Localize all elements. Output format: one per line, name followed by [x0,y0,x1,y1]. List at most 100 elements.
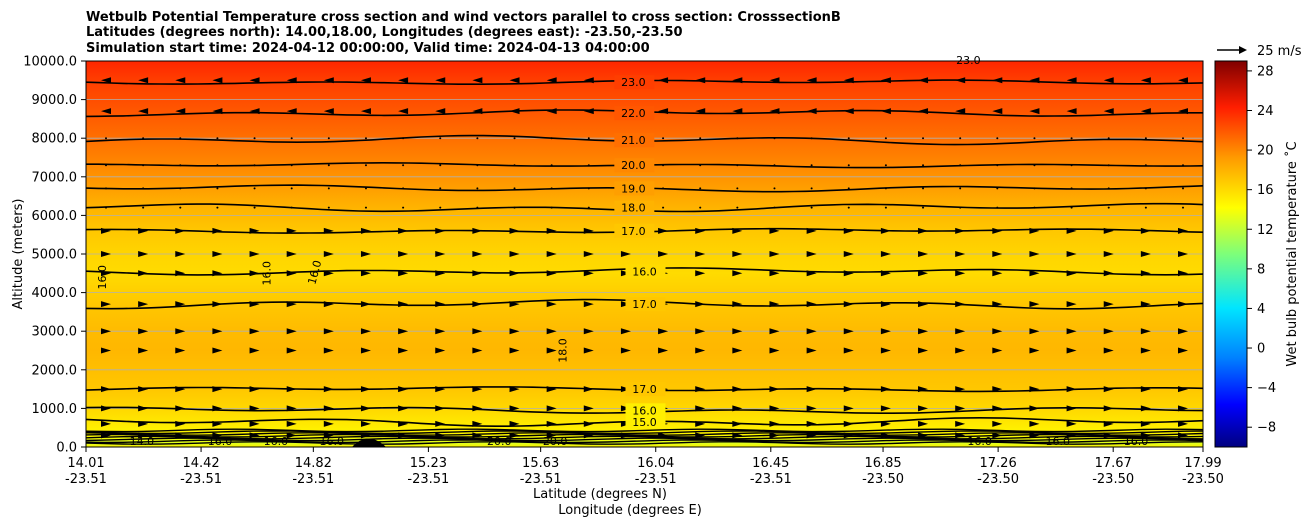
wind-vector [992,420,1003,427]
contour-label: 15.0 [632,416,657,429]
wind-vector [550,137,553,140]
y-axis-label: Altitude (meters) [11,199,26,310]
wind-vector [509,227,520,234]
wind-vector [847,164,850,167]
wind-vector [843,420,854,427]
wind-vector [472,227,483,234]
wind-vector [323,432,334,439]
wind-vector [472,432,483,439]
wind-vector [587,137,590,140]
wind-vector [1103,301,1114,308]
wind-vector [880,270,891,277]
wind-vector [806,108,817,115]
wind-vector [732,405,743,412]
wind-vector [1107,137,1110,140]
wind-vector [175,77,186,84]
wind-vector [1178,386,1188,393]
wind-vector [1140,328,1151,335]
wind-vector [880,108,891,115]
wind-vector [323,420,334,427]
x-tick-label-lon: -23.51 [635,472,677,487]
wind-vector [996,137,999,140]
wind-vector [1107,187,1110,190]
wind-vector [806,386,817,393]
wind-vector [1178,328,1188,335]
wind-vector [955,328,966,335]
wind-vector [212,386,223,393]
wind-vector [1140,227,1151,234]
wind-vector [769,251,780,257]
wind-vector [992,328,1003,335]
wind-vector [1070,206,1073,209]
wind-vector [1033,164,1036,167]
wind-vector [1066,251,1077,257]
wind-vector [398,420,409,427]
wind-vector [662,137,665,140]
wind-vectors [101,77,1188,439]
wind-vector [620,347,631,354]
wind-vector [398,432,409,439]
wind-vector [546,251,557,257]
wind-vector [290,164,293,167]
wind-vector [1029,301,1040,308]
colorbar-label: Wet bulb potential temperature ˚C [1284,141,1300,366]
colorbar-tick-label: 24 [1257,104,1274,119]
wind-vector [360,405,371,412]
wind-vector [101,347,111,354]
wind-vector [253,137,256,140]
wind-vector [509,301,520,308]
colorbar-gradient [1214,60,1248,448]
wind-vector [513,137,516,140]
surface-contour-label: 16.0 [264,435,289,448]
wind-vector [583,405,594,412]
wind-vector [472,405,483,412]
x-axis-label-latitude: Latitude (degrees N) [533,487,667,502]
colorbar-tick-label: 28 [1257,64,1274,79]
wind-vector [286,420,297,427]
y-tick-label: 3000.0 [32,325,78,340]
wind-vector [806,328,817,335]
wind-vector [435,328,446,335]
wind-vector [583,301,594,308]
wind-vector [658,77,669,84]
wind-vector [1140,420,1151,427]
wind-vector [175,432,186,439]
wind-vector [884,137,887,140]
colorbar-tick-label: −4 [1257,381,1276,396]
wind-vector [1178,108,1188,115]
wind-vector [1140,432,1151,439]
wind-vector [736,137,739,140]
wind-vector [918,108,929,115]
x-tick-label-lon: -23.51 [407,472,449,487]
wind-vector [249,108,260,115]
wind-vector [290,187,293,190]
x-tick-label-lon: -23.50 [977,472,1019,487]
wind-vector [732,420,743,427]
contour-label-gap [625,382,666,397]
wind-vector [769,432,780,439]
wind-vector [249,301,260,308]
wind-vector [769,386,780,393]
wind-vector [880,227,891,234]
wind-vector [360,301,371,308]
wind-vector [918,432,929,439]
colorbar-tick-label: 8 [1257,262,1265,277]
wind-vector [1103,420,1114,427]
wind-vector [249,270,260,277]
colorbar-tick-label: −8 [1257,421,1276,436]
wind-vector [142,164,145,167]
wind-vector [212,432,223,439]
wind-vector [472,301,483,308]
wind-vector [435,432,446,439]
wind-vector [546,108,557,115]
wind-vector [955,270,966,277]
wind-vector [286,347,297,354]
wind-vector [509,270,520,277]
wind-vector [1178,432,1188,439]
wind-vector [101,386,111,393]
wind-vector [1140,251,1151,257]
wind-vector [996,206,999,209]
wind-vector [290,137,293,140]
wind-vector [806,77,817,84]
x-tick-label-lat: 15.23 [410,456,447,471]
